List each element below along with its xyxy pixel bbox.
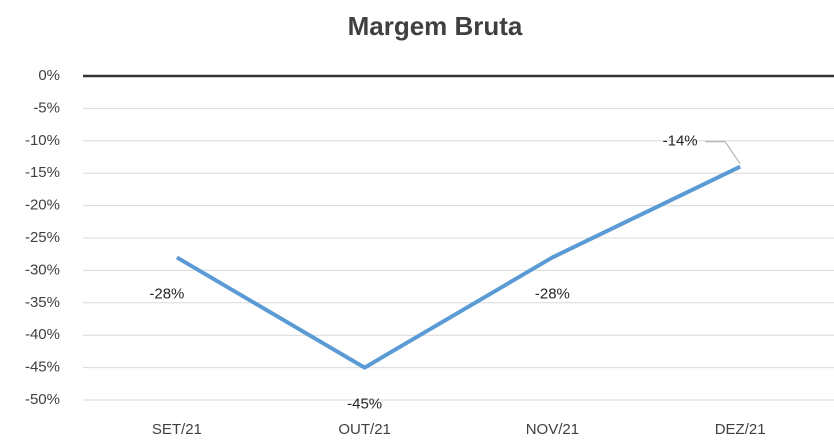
x-tick-label: NOV/21 [526,421,579,438]
x-tick-label: SET/21 [152,421,202,438]
y-tick-label: -25% [25,229,60,246]
y-tick-label: -5% [33,99,60,116]
x-tick-label: OUT/21 [338,421,391,438]
x-tick-label: DEZ/21 [715,421,766,438]
y-tick-label: 0% [38,67,60,84]
data-label: -45% [347,396,382,413]
y-tick-label: -35% [25,294,60,311]
y-tick-label: -40% [25,326,60,343]
y-tick-label: -45% [25,359,60,376]
data-label: -28% [535,285,570,302]
data-label: -14% [663,133,698,150]
y-tick-label: -50% [25,391,60,408]
y-tick-label: -15% [25,164,60,181]
line [175,164,741,370]
leader-line [705,141,741,165]
y-tick-label: -30% [25,261,60,278]
data-label: -28% [149,285,184,302]
chart-title: Margem Bruta [348,11,523,41]
y-tick-label: -20% [25,197,60,214]
y-tick-label: -10% [25,132,60,149]
